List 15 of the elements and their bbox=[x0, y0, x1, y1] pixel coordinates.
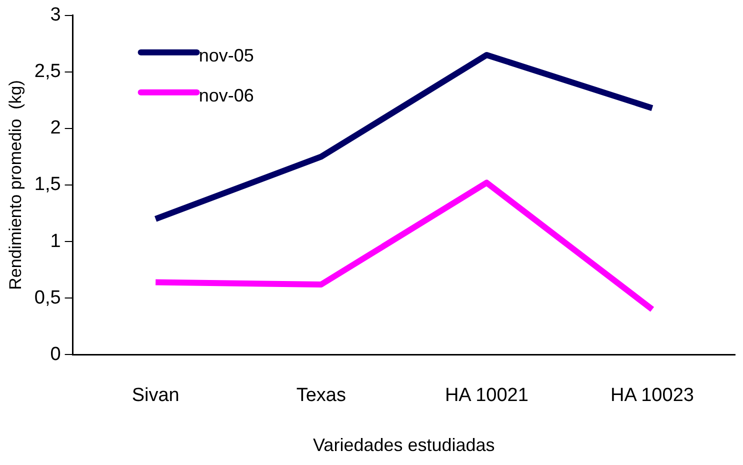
y-tick-label: 0 bbox=[50, 344, 61, 365]
y-tick-label: 3 bbox=[50, 4, 61, 26]
x-axis-title: Variedades estudiadas bbox=[313, 435, 495, 456]
y-tick-label: 1 bbox=[50, 230, 61, 252]
y-tick-label: 2,5 bbox=[34, 61, 61, 82]
y-axis-title: Rendimiento promedio (kg) bbox=[6, 80, 25, 290]
x-tick-label: HA 10021 bbox=[444, 385, 528, 406]
legend-label: nov-06 bbox=[198, 85, 254, 106]
y-tick-label: 2 bbox=[50, 118, 61, 139]
y-tick-label: 0,5 bbox=[34, 287, 61, 308]
y-tick-label: 1,5 bbox=[34, 174, 61, 196]
x-tick-label: Sivan bbox=[132, 385, 180, 406]
x-tick-label: Texas bbox=[296, 385, 346, 406]
legend-label: nov-05 bbox=[198, 45, 254, 66]
x-tick-label: HA 10023 bbox=[610, 385, 694, 406]
